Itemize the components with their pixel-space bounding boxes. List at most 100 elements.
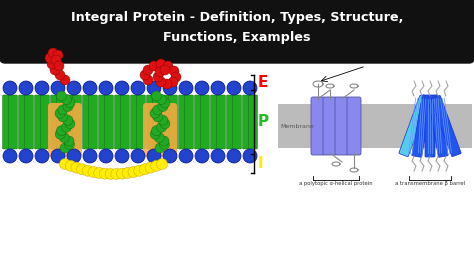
FancyBboxPatch shape [425,95,435,157]
Circle shape [55,108,65,118]
Circle shape [134,165,145,176]
FancyBboxPatch shape [89,95,98,149]
Circle shape [122,168,133,178]
FancyBboxPatch shape [2,95,11,149]
FancyBboxPatch shape [311,97,325,155]
Circle shape [19,81,33,95]
Circle shape [51,81,65,95]
Circle shape [152,126,162,136]
Circle shape [163,149,177,163]
FancyBboxPatch shape [347,97,361,155]
Circle shape [55,129,65,139]
Circle shape [243,149,257,163]
Circle shape [158,115,168,125]
Circle shape [156,59,166,69]
Circle shape [143,65,153,75]
Circle shape [171,72,181,82]
Text: a single transmembrane α-helix (bitopic): a single transmembrane α-helix (bitopic) [336,58,436,63]
FancyBboxPatch shape [0,0,474,63]
FancyBboxPatch shape [146,95,155,149]
FancyBboxPatch shape [35,95,44,149]
FancyBboxPatch shape [120,95,129,149]
Circle shape [62,94,72,105]
FancyBboxPatch shape [233,95,241,149]
Circle shape [55,70,65,80]
Circle shape [168,77,178,87]
Bar [278,104,472,148]
Circle shape [160,119,170,129]
Circle shape [151,91,162,101]
FancyBboxPatch shape [210,95,219,149]
FancyBboxPatch shape [431,95,461,157]
Circle shape [63,101,73,111]
FancyBboxPatch shape [66,95,75,149]
Circle shape [65,119,75,129]
FancyBboxPatch shape [104,95,113,149]
Circle shape [195,81,209,95]
Circle shape [50,65,60,75]
FancyBboxPatch shape [179,95,188,149]
Circle shape [117,168,128,179]
Circle shape [45,53,55,63]
Circle shape [147,81,161,95]
Circle shape [163,81,177,95]
Circle shape [155,143,165,153]
Text: a transmembrane β barrel: a transmembrane β barrel [395,181,465,186]
FancyBboxPatch shape [9,95,18,149]
FancyBboxPatch shape [163,95,172,149]
Circle shape [58,105,68,115]
Circle shape [47,59,57,69]
Circle shape [60,75,70,85]
Circle shape [156,159,167,169]
FancyBboxPatch shape [335,97,349,155]
Circle shape [153,112,163,122]
Text: P: P [258,114,269,130]
Circle shape [82,165,93,176]
Text: I: I [258,156,264,171]
Circle shape [64,140,74,149]
Circle shape [159,136,169,146]
Circle shape [145,162,156,173]
Circle shape [83,149,97,163]
Circle shape [159,140,170,149]
Text: Functions, Examples: Functions, Examples [163,31,311,44]
FancyBboxPatch shape [130,95,139,149]
Circle shape [227,81,241,95]
Text: E: E [258,75,268,90]
Circle shape [111,168,122,180]
Circle shape [169,66,179,76]
Circle shape [3,149,17,163]
Circle shape [150,108,160,118]
Circle shape [163,61,173,71]
Circle shape [59,132,69,143]
FancyBboxPatch shape [227,95,236,149]
Circle shape [105,168,116,180]
Circle shape [156,122,166,132]
Circle shape [115,149,129,163]
FancyBboxPatch shape [248,95,257,149]
Circle shape [179,81,193,95]
Circle shape [243,81,257,95]
FancyBboxPatch shape [323,97,337,155]
Circle shape [35,81,49,95]
Circle shape [195,149,209,163]
FancyBboxPatch shape [194,95,203,149]
FancyBboxPatch shape [73,95,82,149]
Circle shape [99,149,113,163]
Circle shape [77,164,88,175]
Circle shape [58,112,68,122]
Circle shape [151,160,162,171]
FancyBboxPatch shape [243,95,252,149]
Circle shape [100,168,110,179]
FancyBboxPatch shape [412,95,432,157]
FancyBboxPatch shape [99,95,108,149]
Circle shape [60,143,70,153]
Circle shape [63,115,73,125]
Circle shape [99,81,113,95]
Circle shape [56,91,66,101]
FancyBboxPatch shape [51,95,60,149]
Circle shape [155,67,165,77]
Circle shape [211,149,225,163]
FancyBboxPatch shape [48,103,82,157]
Circle shape [3,81,17,95]
